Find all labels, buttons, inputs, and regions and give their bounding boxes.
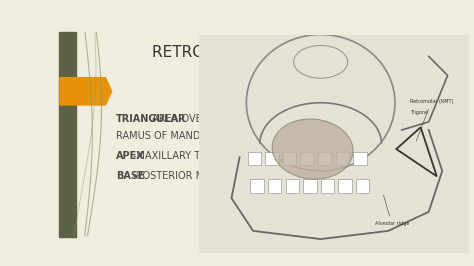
Text: Trigone: Trigone <box>410 110 428 115</box>
Bar <box>265 152 279 165</box>
Text: AREA OVERLYING ANTERIOR: AREA OVERLYING ANTERIOR <box>148 114 290 124</box>
Bar <box>285 179 299 193</box>
Bar <box>283 152 296 165</box>
Text: Retromolar (RMT): Retromolar (RMT) <box>410 99 453 141</box>
Text: RETROMOLAR TRIGONE: RETROMOLAR TRIGONE <box>152 45 334 60</box>
Polygon shape <box>59 77 112 106</box>
Bar <box>320 179 334 193</box>
Bar <box>338 179 352 193</box>
Text: -MAXILLARY TUBEROSITY.: -MAXILLARY TUBEROSITY. <box>133 151 256 161</box>
Bar <box>301 152 314 165</box>
Text: BASE: BASE <box>116 171 145 181</box>
Text: TRIANGULAR: TRIANGULAR <box>116 114 187 124</box>
Bar <box>318 152 331 165</box>
Text: APEX: APEX <box>116 151 145 161</box>
Bar <box>59 32 76 237</box>
Text: RAMUS OF MANDIBLE.: RAMUS OF MANDIBLE. <box>116 131 225 141</box>
Text: Alveolar ridge: Alveolar ridge <box>374 196 409 226</box>
Bar <box>303 179 317 193</box>
Bar <box>353 152 366 165</box>
Bar <box>248 152 261 165</box>
Bar <box>268 179 282 193</box>
Bar <box>250 179 264 193</box>
Bar <box>356 179 369 193</box>
Bar <box>336 152 349 165</box>
Text: -POSTERIOR MOST MOLAR.: -POSTERIOR MOST MOLAR. <box>133 171 264 181</box>
Ellipse shape <box>272 119 353 179</box>
